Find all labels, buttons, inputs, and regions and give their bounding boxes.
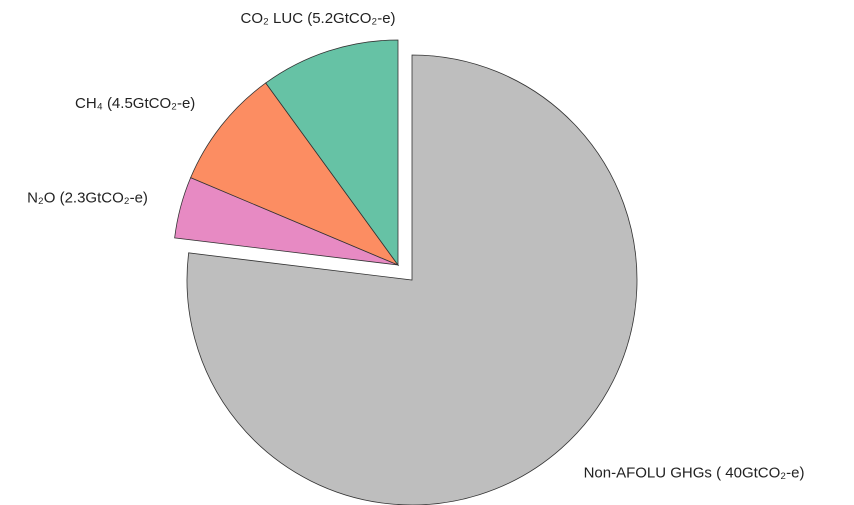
slice-label: Non-AFOLU GHGs ( 40GtCO₂-e) [584, 465, 805, 482]
pie-slice [265, 39, 399, 267]
pie-slice [190, 82, 400, 266]
slice-label: CH₄ (4.5GtCO₂-e) [75, 95, 195, 112]
slice-label: N₂O (2.3GtCO₂-e) [27, 190, 148, 207]
slice-label: CO₂ LUC (5.2GtCO₂-e) [241, 10, 396, 27]
pie-slice [186, 54, 638, 505]
